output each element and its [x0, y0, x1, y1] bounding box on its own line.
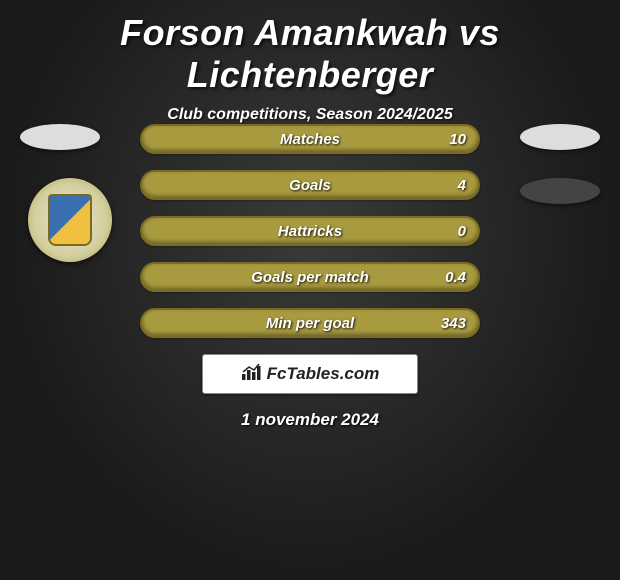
club-badge-shield-icon	[48, 194, 92, 246]
stat-label: Min per goal	[266, 315, 354, 332]
stat-value: 0.4	[445, 269, 466, 286]
stat-label: Goals per match	[251, 269, 369, 286]
stat-label: Hattricks	[278, 223, 342, 240]
flag-right-top	[520, 124, 600, 150]
bar-chart-icon	[241, 363, 263, 386]
flag-left	[20, 124, 100, 150]
stat-bar-goals-per-match: Goals per match 0.4	[140, 262, 480, 292]
stat-bar-hattricks: Hattricks 0	[140, 216, 480, 246]
stat-value: 4	[458, 177, 466, 194]
brand-logo-box[interactable]: FcTables.com	[202, 354, 418, 394]
stat-bar-matches: Matches 10	[140, 124, 480, 154]
stat-bars: Matches 10 Goals 4 Hattricks 0 Goals per…	[140, 124, 480, 354]
page-subtitle: Club competitions, Season 2024/2025	[0, 106, 620, 124]
stat-label: Matches	[280, 131, 340, 148]
stat-value: 343	[441, 315, 466, 332]
brand-logo-text: FcTables.com	[267, 364, 380, 384]
club-badge	[28, 178, 112, 262]
flag-right-bottom	[520, 178, 600, 204]
stat-bar-goals: Goals 4	[140, 170, 480, 200]
stat-value: 10	[449, 131, 466, 148]
stat-label: Goals	[289, 177, 331, 194]
stat-bar-min-per-goal: Min per goal 343	[140, 308, 480, 338]
page-title: Forson Amankwah vs Lichtenberger	[0, 0, 620, 96]
date-line: 1 november 2024	[0, 410, 620, 430]
stat-value: 0	[458, 223, 466, 240]
